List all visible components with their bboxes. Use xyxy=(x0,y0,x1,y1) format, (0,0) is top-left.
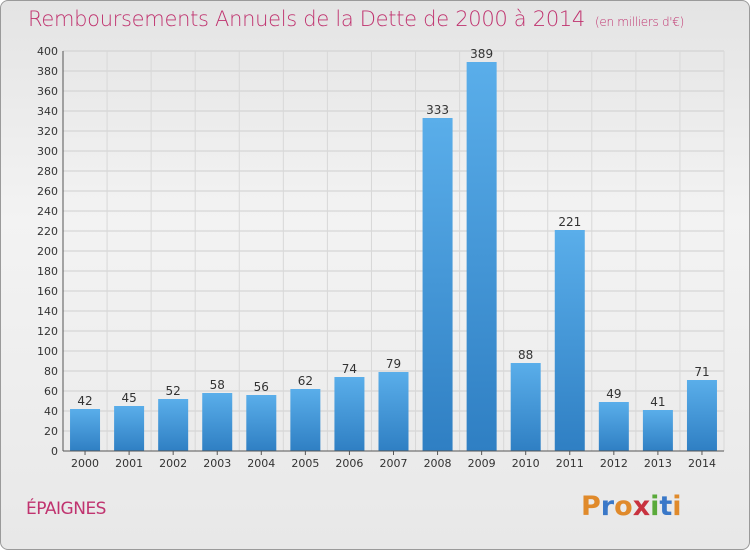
bar xyxy=(246,395,277,451)
bar xyxy=(290,389,321,451)
logo-letter: r xyxy=(600,491,615,522)
y-tick-label: 380 xyxy=(37,65,58,78)
x-tick-label: 2003 xyxy=(203,457,231,470)
y-tick-label: 260 xyxy=(37,185,58,198)
y-tick-label: 400 xyxy=(37,45,58,58)
y-tick-label: 240 xyxy=(37,205,58,218)
x-tick-label: 2000 xyxy=(71,457,99,470)
bar-value-label: 49 xyxy=(606,387,621,401)
bar-value-label: 56 xyxy=(254,380,269,394)
bar xyxy=(378,372,409,451)
x-tick-label: 2013 xyxy=(644,457,672,470)
y-tick-label: 220 xyxy=(37,225,58,238)
x-tick-label: 2010 xyxy=(512,457,540,470)
y-tick-label: 340 xyxy=(37,105,58,118)
bar xyxy=(422,118,453,451)
y-tick-label: 360 xyxy=(37,85,58,98)
bar xyxy=(202,393,233,451)
chart-title-text: Remboursements Annuels de la Dette de 20… xyxy=(28,7,585,31)
axes-group: 0 20 40 60 80 100 120 140 160 180 200 220 240 260 280 3… xyxy=(37,45,724,470)
x-tick-label: 2012 xyxy=(600,457,628,470)
chart-subtitle: (en milliers d'€) xyxy=(595,15,685,29)
bar-value-label: 71 xyxy=(694,365,709,379)
chart-title: Remboursements Annuels de la Dette de 20… xyxy=(28,7,684,31)
bar xyxy=(510,363,541,451)
x-tick-label: 2002 xyxy=(159,457,187,470)
y-tick-label: 120 xyxy=(37,325,58,338)
y-tick-label: 140 xyxy=(37,305,58,318)
y-tick-label: 320 xyxy=(37,125,58,138)
bar-value-label: 42 xyxy=(77,394,92,408)
bar-value-label: 333 xyxy=(426,103,449,117)
bar xyxy=(70,409,101,451)
x-tick-label: 2005 xyxy=(291,457,319,470)
bar-value-label: 221 xyxy=(558,215,581,229)
y-tick-label: 0 xyxy=(51,445,58,458)
bar-value-label: 45 xyxy=(121,391,136,405)
bar xyxy=(158,399,189,451)
x-tick-label: 2011 xyxy=(556,457,584,470)
bar xyxy=(466,62,497,451)
logo-letter: t xyxy=(659,491,673,522)
bar xyxy=(598,402,629,451)
y-tick-label: 300 xyxy=(37,145,58,158)
logo-letter: x xyxy=(632,491,651,522)
bar-value-label: 62 xyxy=(298,374,313,388)
bar-value-label: 52 xyxy=(166,384,181,398)
x-tick-label: 2004 xyxy=(247,457,275,470)
bar-value-label: 88 xyxy=(518,348,533,362)
bar-value-label: 58 xyxy=(210,378,225,392)
x-tick-label: 2006 xyxy=(335,457,363,470)
bar-value-label: 79 xyxy=(386,357,401,371)
bar xyxy=(334,377,365,451)
y-tick-label: 180 xyxy=(37,265,58,278)
x-tick-label: 2008 xyxy=(424,457,452,470)
bar xyxy=(642,410,673,451)
x-tick-label: 2007 xyxy=(380,457,408,470)
y-tick-label: 60 xyxy=(44,385,58,398)
bar xyxy=(114,406,145,451)
bars-group: 42 45 52 58 56 62 74 79 333 389 88 221 49 41 71 xyxy=(70,47,717,451)
commune-name: ÉPAIGNES xyxy=(26,499,106,519)
y-tick-label: 200 xyxy=(37,245,58,258)
y-tick-label: 100 xyxy=(37,345,58,358)
x-tick-label: 2001 xyxy=(115,457,143,470)
grid-lines xyxy=(62,50,725,452)
bar-value-label: 389 xyxy=(470,47,493,61)
y-tick-label: 20 xyxy=(44,425,58,438)
logo-letter: P xyxy=(581,491,601,522)
logo-letter: i xyxy=(650,491,660,522)
x-tick-label: 2014 xyxy=(688,457,716,470)
bar xyxy=(686,380,717,451)
bar xyxy=(554,230,585,451)
logo-letter: o xyxy=(614,491,633,522)
proxiti-logo: Proxiti xyxy=(581,491,682,522)
x-tick-label: 2009 xyxy=(468,457,496,470)
bar-value-label: 41 xyxy=(650,395,665,409)
y-tick-label: 40 xyxy=(44,405,58,418)
y-tick-label: 280 xyxy=(37,165,58,178)
y-tick-label: 160 xyxy=(37,285,58,298)
y-tick-label: 80 xyxy=(44,365,58,378)
bar-value-label: 74 xyxy=(342,362,357,376)
logo-letter: i xyxy=(672,491,682,522)
